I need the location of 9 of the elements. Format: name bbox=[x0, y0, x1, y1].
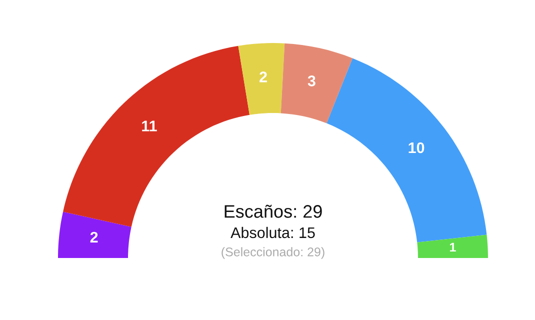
data-label: 2 bbox=[90, 232, 98, 242]
data-label: 11 bbox=[142, 120, 157, 132]
text: (Seleccionado: 29) bbox=[222, 247, 324, 259]
text: Escaños: 29 bbox=[224, 204, 322, 218]
text: Absoluta: 15 bbox=[230, 226, 315, 238]
data-label: 1 bbox=[450, 242, 456, 252]
data-label: 10 bbox=[408, 142, 424, 154]
data-label: 3 bbox=[308, 75, 316, 86]
data-label: 2 bbox=[260, 72, 267, 82]
